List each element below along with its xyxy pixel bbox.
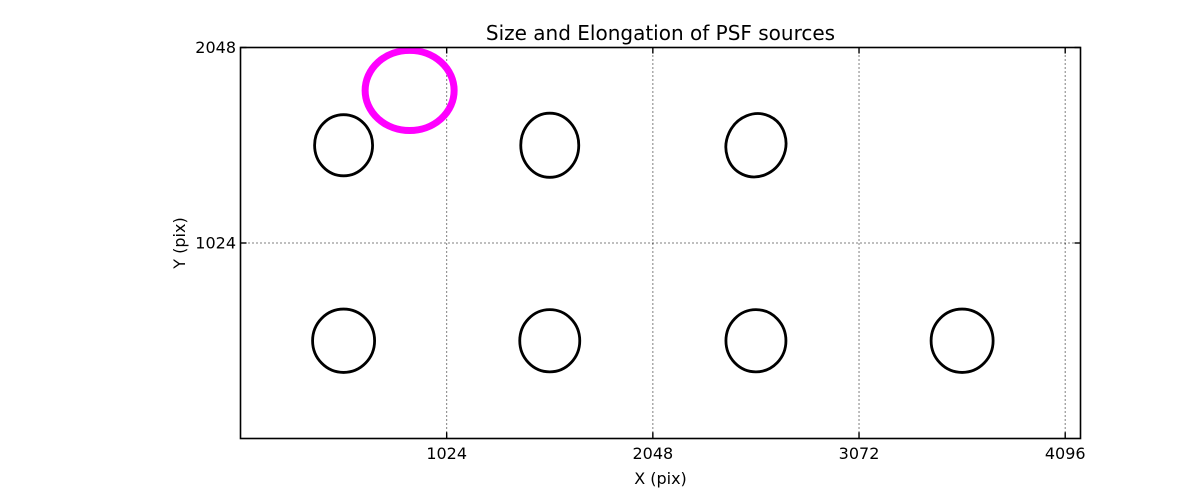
psf-ellipse [313, 113, 374, 178]
y-tick-label: 2048 [195, 38, 236, 57]
x-tick-label: 3072 [839, 444, 880, 463]
psf-ellipse [724, 112, 788, 179]
psf-ellipse [929, 307, 995, 374]
x-tick-label: 4096 [1045, 444, 1086, 463]
plot-frame [239, 46, 1082, 440]
highlighted-psf-ellipse [361, 46, 458, 135]
x-tick-label: 1024 [426, 444, 467, 463]
y-tick-labels: 1024 2048 [195, 38, 236, 253]
chart-title: Size and Elongation of PSF sources [486, 21, 835, 45]
psf-ellipse [724, 308, 788, 374]
x-tick-label: 2048 [632, 444, 673, 463]
x-axis-label: X (pix) [634, 469, 687, 488]
y-tick-label: 1024 [195, 234, 236, 253]
psf-sources [311, 46, 995, 374]
x-tick-labels: 1024 2048 3072 4096 [426, 444, 1085, 463]
psf-ellipse [518, 308, 582, 374]
psf-ellipse [519, 111, 581, 179]
y-axis-label: Y (pix) [170, 217, 189, 269]
psf-ellipse [311, 307, 376, 374]
